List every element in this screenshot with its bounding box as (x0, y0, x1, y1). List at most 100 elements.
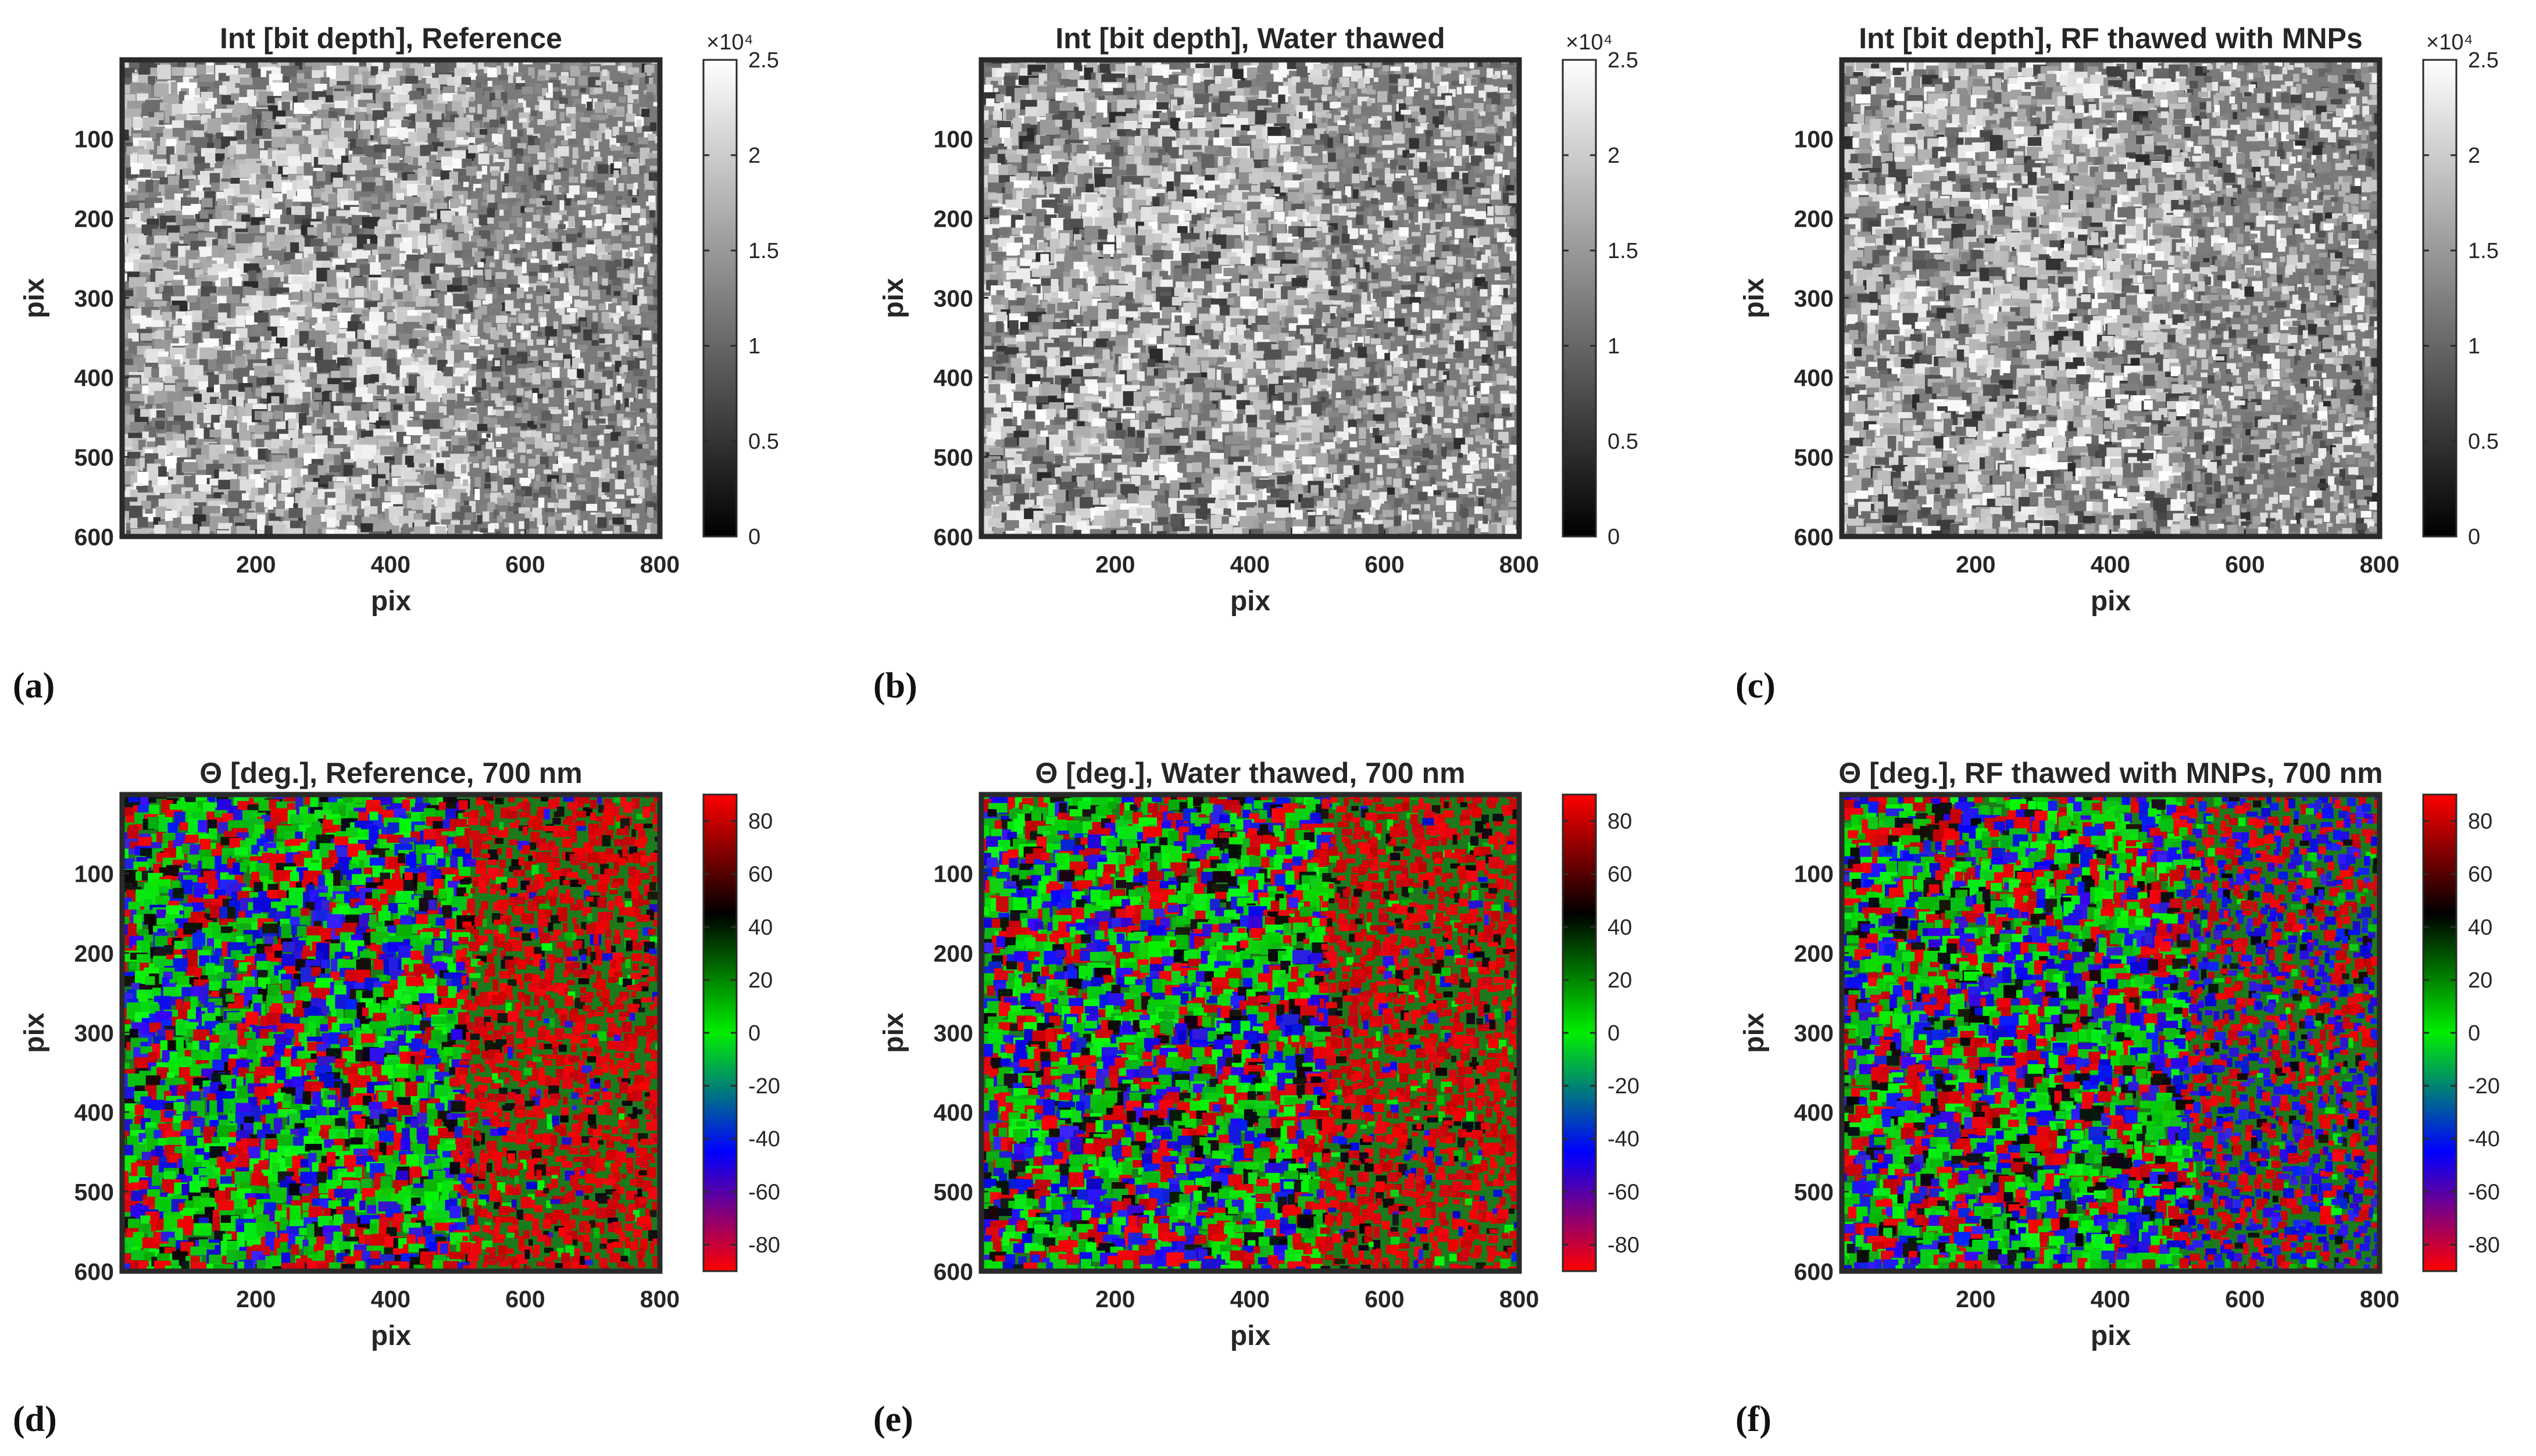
x-tick-label: 200 (236, 1286, 276, 1312)
y-axis-label: pix (878, 1013, 909, 1053)
x-tick-label: 800 (2360, 1286, 2399, 1312)
y-axis-label: pix (19, 278, 50, 319)
colorbar-tick-label: 2.5 (2468, 48, 2499, 73)
chart-title: Int [bit depth], Water thawed (1055, 22, 1445, 55)
chart-title: Int [bit depth], RF thawed with MNPs (1859, 22, 2363, 55)
x-axis-label: pix (2091, 1321, 2131, 1351)
y-tick-label: 100 (934, 861, 973, 888)
colorbar-tick-label: 40 (1608, 915, 1632, 940)
x-axis-label: pix (1230, 586, 1271, 617)
colorbar-tick-label: 0 (748, 525, 760, 549)
colorbar: -80 -60 -40 -20 0 20 40 60 80 (702, 793, 780, 1272)
heatmap-image (981, 60, 1519, 536)
heatmap-image (122, 795, 660, 1271)
subfigure-label: (d) (13, 1400, 57, 1439)
colorbar-gradient (702, 59, 738, 538)
y-tick-label: 100 (1794, 861, 1834, 888)
panel-f: Θ [deg.], RF thawed with MNPs, 700 nm 200… (1735, 757, 2500, 1439)
x-tick-label: 200 (1095, 551, 1135, 578)
colorbar-tick-label: -80 (2468, 1233, 2500, 1257)
colorbar-tick-label: 0.5 (748, 430, 779, 454)
colorbar-tick-label: 60 (748, 863, 773, 887)
colorbar-tick-label: 1 (748, 334, 760, 359)
x-tick-label: 400 (2091, 551, 2130, 578)
colorbar-tick-label: -40 (2468, 1127, 2500, 1151)
colorbar-tick-label: 20 (748, 968, 773, 993)
colorbar-tick-label: 0.5 (1608, 430, 1638, 454)
y-tick-label: 400 (74, 364, 114, 391)
x-axis-label: pix (371, 1321, 412, 1351)
y-axis-label: pix (1739, 1013, 1770, 1053)
chart-title: Int [bit depth], Reference (220, 22, 562, 55)
heatmap-image (1842, 795, 2380, 1271)
colorbar-tick-label: -20 (1608, 1074, 1640, 1099)
colorbar-tick-label: 1.5 (748, 239, 779, 263)
colorbar-tick-label: 0 (748, 1021, 760, 1046)
colorbar-tick-label: -60 (1608, 1180, 1640, 1204)
chart-title: Θ [deg.], Water thawed, 700 nm (1035, 757, 1466, 789)
colorbar-tick-label: 0 (1608, 1021, 1620, 1046)
x-tick-label: 200 (1956, 1286, 1995, 1312)
x-tick-label: 400 (2091, 1286, 2130, 1312)
heatmap-image (1842, 60, 2380, 536)
heatmap-image (981, 795, 1519, 1271)
y-tick-label: 200 (74, 205, 114, 232)
chart-title: Θ [deg.], RF thawed with MNPs, 700 nm (1838, 757, 2383, 789)
x-tick-label: 600 (505, 551, 545, 578)
colorbar-tick-label: 1 (2468, 334, 2480, 359)
y-tick-label: 600 (1794, 1258, 1834, 1285)
y-axis-label: pix (878, 278, 909, 319)
heatmap-image (122, 60, 660, 536)
colorbar-tick-label: 2 (1608, 144, 1620, 168)
y-tick-label: 500 (74, 1179, 114, 1205)
x-tick-label: 400 (1230, 551, 1270, 578)
colorbar-exponent-label: ×10⁴ (1566, 30, 1613, 55)
y-tick-label: 500 (1794, 1179, 1834, 1205)
colorbar: -80 -60 -40 -20 0 20 40 60 80 (1562, 793, 1640, 1272)
x-tick-label: 600 (2225, 1286, 2264, 1312)
colorbar-tick-label: -40 (1608, 1127, 1640, 1151)
y-tick-label: 600 (934, 524, 973, 550)
colorbar-tick-label: 60 (2468, 863, 2492, 887)
y-tick-label: 100 (934, 126, 973, 153)
colorbar-tick-label: 80 (2468, 810, 2492, 834)
colorbar-tick-label: -40 (748, 1127, 780, 1151)
y-tick-label: 300 (934, 1019, 973, 1046)
x-tick-label: 600 (505, 1286, 545, 1312)
subfigure-label: (f) (1735, 1400, 1771, 1439)
y-tick-label: 100 (74, 126, 114, 153)
colorbar-tick-label: 0 (2468, 1021, 2480, 1046)
colorbar-tick-label: 1 (1608, 334, 1620, 359)
colorbar-tick-label: 2.5 (748, 48, 779, 73)
x-tick-label: 800 (640, 1286, 680, 1312)
colorbar: 0 0.5 1 1.5 2 2.5×10⁴ (702, 30, 779, 549)
y-tick-label: 200 (1794, 205, 1834, 232)
y-tick-label: 200 (934, 940, 973, 967)
x-tick-label: 800 (1499, 1286, 1539, 1312)
colorbar-tick-label: 40 (2468, 915, 2492, 940)
y-tick-label: 500 (934, 444, 973, 471)
colorbar-tick-label: 0 (1608, 525, 1620, 549)
colorbar-tick-label: 0.5 (2468, 430, 2499, 454)
subfigure-label: (c) (1735, 666, 1776, 706)
colorbar: -80 -60 -40 -20 0 20 40 60 80 (2422, 793, 2500, 1272)
panel-c: Int [bit depth], RF thawed with MNPs 200 4… (1735, 22, 2499, 706)
x-tick-label: 800 (640, 551, 680, 578)
y-axis-label: pix (1739, 278, 1770, 319)
y-tick-label: 100 (74, 861, 114, 888)
colorbar-tick-label: 80 (1608, 810, 1632, 834)
x-tick-label: 600 (1365, 551, 1404, 578)
y-tick-label: 400 (934, 1099, 973, 1126)
y-tick-label: 600 (934, 1258, 973, 1285)
colorbar-exponent-label: ×10⁴ (2426, 30, 2473, 55)
colorbar-tick-label: -20 (748, 1074, 780, 1099)
colorbar-tick-label: 2.5 (1608, 48, 1638, 73)
y-tick-label: 600 (1794, 524, 1834, 550)
y-tick-label: 500 (74, 444, 114, 471)
y-tick-label: 400 (934, 364, 973, 391)
colorbar-exponent-label: ×10⁴ (706, 30, 753, 55)
colorbar-tick-label: -20 (2468, 1074, 2500, 1099)
